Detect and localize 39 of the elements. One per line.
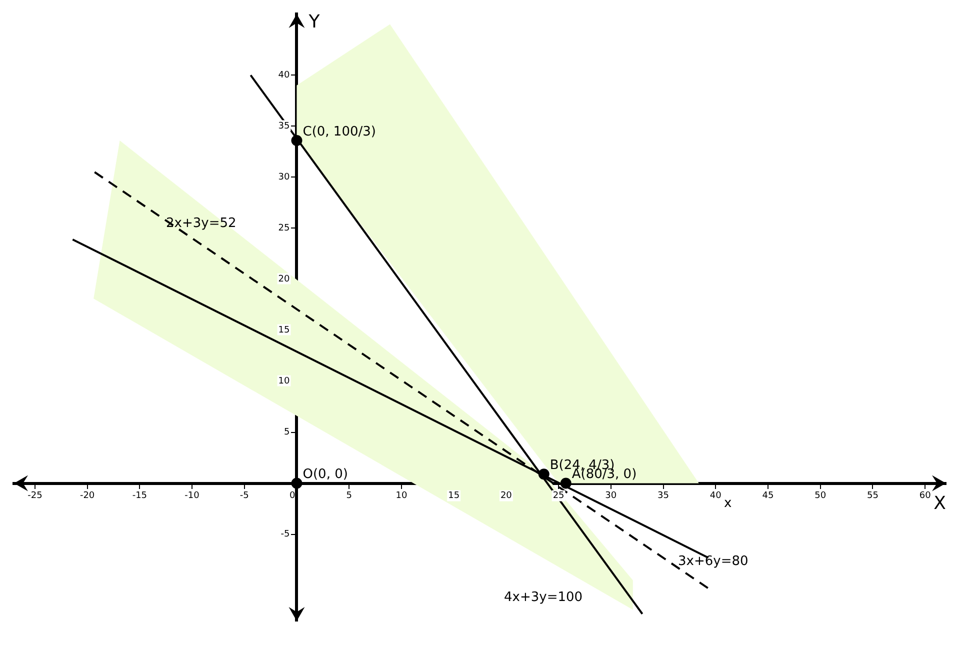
annotation: x xyxy=(724,496,732,511)
x-tick-label: 50 xyxy=(814,491,826,502)
x-tick-label: 15 xyxy=(448,491,460,502)
x-tick-label: 5 xyxy=(346,491,352,502)
annotation: O(0, 0) xyxy=(302,467,348,482)
y-tick-label: 35 xyxy=(278,122,290,132)
x-tick-label: 40 xyxy=(710,491,722,502)
y-tick-label: 40 xyxy=(278,70,290,81)
y-axis-title: Y xyxy=(308,12,321,33)
point xyxy=(291,478,302,489)
y-tick-label: 10 xyxy=(278,376,290,387)
y-tick-label: 30 xyxy=(278,172,290,183)
y-tick-label: 5 xyxy=(284,428,290,438)
x-tick-label: 20 xyxy=(500,491,512,502)
point xyxy=(538,468,550,480)
x-tick-label: 60 xyxy=(919,491,932,502)
annotation: 2x+3y=52 xyxy=(166,216,236,231)
x-tick-label: 55 xyxy=(866,491,878,502)
y-tick-label: 15 xyxy=(278,326,290,336)
x-tick-label: 45 xyxy=(762,491,774,502)
annotation: 3x+6y=80 xyxy=(678,554,748,569)
x-tick-label: -25 xyxy=(28,491,42,502)
annotation: 4x+3y=100 xyxy=(504,590,583,605)
x-tick-label: -15 xyxy=(132,491,148,502)
x-tick-label: 25 xyxy=(552,491,564,502)
x-tick-label: -10 xyxy=(184,491,200,502)
x-axis-title: X xyxy=(934,492,946,514)
x-tick-label: 35 xyxy=(658,491,669,502)
y-tick-label: -5 xyxy=(280,530,290,540)
point xyxy=(291,135,302,146)
x-tick-label: 30 xyxy=(605,491,617,502)
y-tick-label: 20 xyxy=(278,274,290,285)
y-tick-label: 25 xyxy=(278,224,290,234)
x-tick-label: 10 xyxy=(396,491,408,502)
x-tick-label: 0 xyxy=(290,491,296,502)
point xyxy=(560,478,572,489)
x-tick-label: -20 xyxy=(80,491,95,502)
x-tick-label: -5 xyxy=(240,491,249,502)
annotation: C(0, 100/3) xyxy=(302,124,376,140)
